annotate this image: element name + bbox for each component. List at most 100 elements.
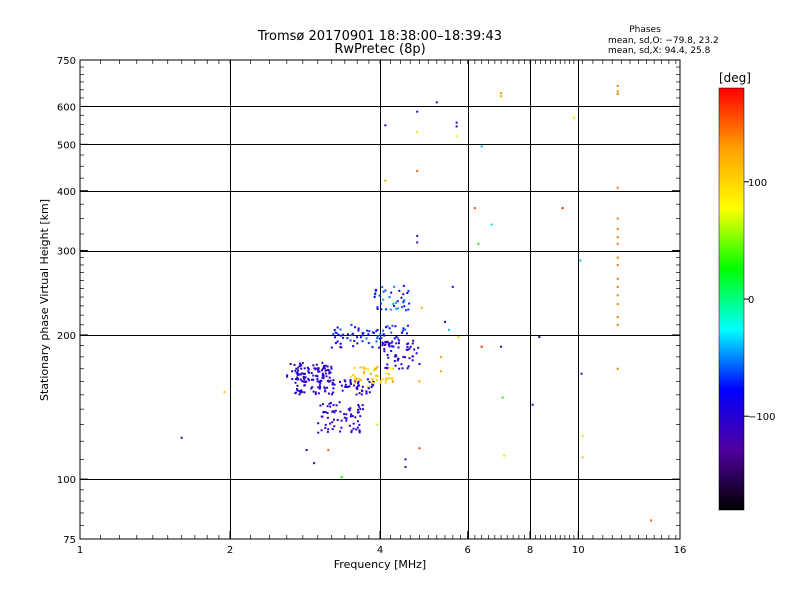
cluster-point [405,309,408,312]
cluster-point [331,381,334,384]
cluster-point [367,341,370,344]
cluster-point [401,367,404,370]
cluster-point [316,380,319,383]
cluster-point [397,342,400,345]
data-point [616,90,619,93]
cluster-point [383,334,386,337]
cluster-point [352,384,355,387]
cluster-point [354,379,357,382]
data-point [418,447,421,450]
cluster-point [365,390,368,393]
cluster-point [353,339,356,342]
cluster-point [406,343,409,346]
cluster-point [330,365,333,368]
data-point [616,242,619,245]
cluster-point [324,390,327,393]
cluster-point [296,369,299,372]
cluster-point [325,375,328,378]
cluster-point [323,387,326,390]
cluster-point [368,380,371,383]
cluster-point [321,376,324,379]
data-point [531,403,534,406]
cluster-point [329,401,332,404]
cluster-point [387,373,390,376]
cluster-point [357,380,360,383]
cluster-point [387,342,390,345]
cluster-point [357,329,360,332]
cluster-point [303,378,306,381]
cluster-point [360,393,363,396]
data-point [616,316,619,319]
cluster-point [384,381,387,384]
data-point [439,370,442,373]
cluster-point [398,367,401,370]
cluster-point [318,381,321,384]
cluster-point [317,431,320,434]
cluster-point [332,387,335,390]
data-points [180,84,653,522]
cluster-point [368,330,371,333]
cluster-point [390,349,393,352]
data-point [501,396,504,399]
cluster-point [333,383,336,386]
cluster-point [317,367,320,370]
cluster-point [358,405,361,408]
cluster-point [301,390,304,393]
cluster-point [357,377,360,380]
cluster-point [374,292,377,295]
cluster-point [381,286,384,289]
cluster-point [334,336,337,339]
cluster-point [398,289,401,292]
cluster-point [402,300,405,303]
cluster-point [336,418,339,421]
cluster-point [326,405,329,408]
cluster-point [385,341,388,344]
cluster-point [381,344,384,347]
cluster-point [312,390,315,393]
cluster-point [319,386,322,389]
data-point [340,476,343,479]
cluster-point [392,302,395,305]
cluster-point [393,355,396,358]
cluster-point [373,369,376,372]
cluster-point [349,415,352,418]
cluster-point [298,390,301,393]
cluster-point [371,346,374,349]
y-tick-label: 300 [57,247,76,258]
cluster-point [345,385,348,388]
cluster-point [323,365,326,368]
cluster-point [417,346,420,349]
cluster-point [376,374,379,377]
cluster-point [301,362,304,365]
cluster-point [347,408,350,411]
cluster-point [383,348,386,351]
chart-subtitle: RwPretec (8p) [334,42,425,57]
cluster-point [345,419,348,422]
cluster-point [387,356,390,359]
cluster-point [361,404,364,407]
cluster-point [340,426,343,429]
y-tick-label: 600 [57,102,76,113]
cluster-point [354,416,357,419]
cluster-point [313,367,316,370]
data-point [480,145,483,148]
cluster-point [332,410,335,413]
cluster-point [356,426,359,429]
cluster-point [381,378,384,381]
cluster-point [382,333,385,336]
cluster-point [331,383,334,386]
cluster-point [393,285,396,288]
data-point [616,303,619,306]
cluster-point [400,306,403,309]
cluster-point [391,377,394,380]
cluster-point [335,404,338,407]
cluster-point [328,402,331,405]
cluster-point [407,308,410,311]
cluster-point [334,342,337,345]
cluster-point [295,367,298,370]
cluster-point [354,326,357,329]
cluster-point [388,296,391,299]
data-point [616,323,619,326]
cluster-point [331,421,334,424]
cluster-point [333,411,336,414]
